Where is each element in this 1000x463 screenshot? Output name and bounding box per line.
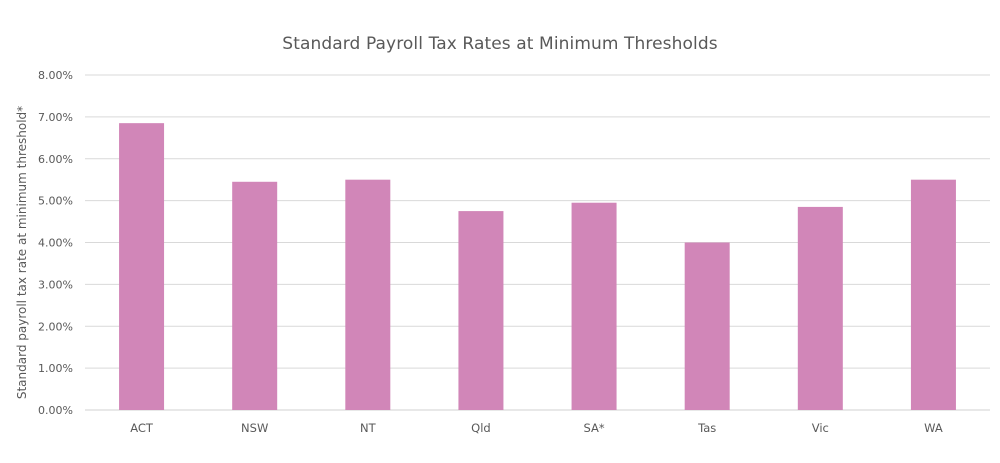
bar-vic (797, 206, 843, 410)
x-axis-ticks: ACT NSW NT Qld SA* Tas Vic WA (130, 421, 943, 435)
y-axis-title: Standard payroll tax rate at minimum thr… (15, 106, 29, 399)
x-tick-label: Qld (471, 421, 491, 435)
y-tick-label: 3.00% (38, 278, 73, 291)
chart-title: Standard Payroll Tax Rates at Minimum Th… (282, 34, 718, 54)
y-tick-label: 5.00% (38, 195, 73, 208)
x-tick-label: NT (360, 421, 377, 435)
y-axis-ticks: 0.00% 1.00% 2.00% 3.00% 4.00% 5.00% 6.00% 7.00%… (38, 69, 73, 417)
x-tick-label: ACT (130, 421, 154, 435)
bar-tas (684, 242, 730, 410)
x-tick-label: NSW (241, 421, 268, 435)
bar-nt (345, 179, 391, 410)
y-tick-label: 1.00% (38, 362, 73, 375)
x-tick-label: SA* (583, 421, 604, 435)
y-tick-label: 8.00% (38, 69, 73, 82)
y-tick-label: 7.00% (38, 111, 73, 124)
y-tick-label: 4.00% (38, 237, 73, 250)
gridlines (85, 74, 990, 411)
y-tick-label: 2.00% (38, 320, 73, 333)
y-tick-label: 6.00% (38, 153, 73, 166)
bar-act (119, 123, 165, 410)
x-tick-label: WA (924, 421, 943, 435)
bar-sa (571, 202, 617, 410)
bars (119, 123, 956, 410)
bar-nsw (232, 181, 278, 410)
x-tick-label: Vic (812, 421, 829, 435)
bar-qld (458, 211, 504, 410)
y-tick-label: 0.00% (38, 404, 73, 417)
x-tick-label: Tas (697, 421, 716, 435)
bar-wa (910, 179, 956, 410)
